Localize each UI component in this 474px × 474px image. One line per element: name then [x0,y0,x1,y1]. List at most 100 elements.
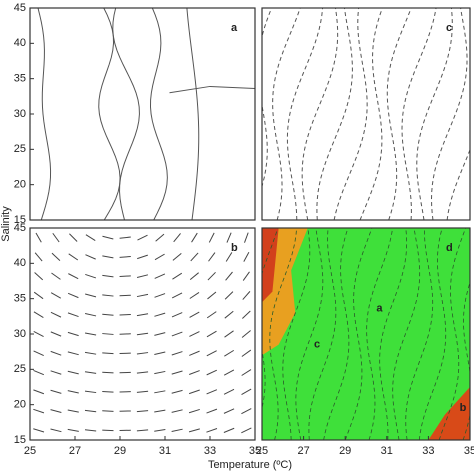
y-tick-label: 45 [14,222,26,234]
contour-dash [33,311,44,319]
contour-line [286,8,324,220]
x-tick-label: 29 [339,445,351,457]
contour-dash [85,234,96,242]
contour-dash [171,428,183,433]
panel-label: d [446,242,453,254]
contour-dash [84,429,97,432]
contour-line [301,8,339,220]
panel-label: c [446,22,452,34]
contour-dash [50,409,62,414]
contour-dash [155,233,165,242]
panel: b 15 20 25 30 35 40 45 25 27 29 31 33 35 Temperature (… [14,222,292,471]
contour-dash [224,349,235,357]
contour-dash [136,332,149,336]
contour-dash [154,409,166,413]
contour-dash [171,409,183,413]
contour-dash [102,235,114,240]
frame [261,227,471,441]
x-tick-label: 27 [69,445,81,457]
contour-dash [224,330,234,338]
contour-dash [223,408,235,414]
x-tick-label: 25 [256,445,268,457]
contour-dash [154,351,166,355]
contour-dash [50,331,62,337]
contour-dash [69,233,78,242]
contour-dash [50,292,62,299]
contour-dash [189,291,200,299]
contour-dash [51,272,61,280]
field-hot [428,387,470,440]
plot-area [262,8,470,220]
x-tick-label: 35 [464,445,474,457]
contour-dash [84,371,97,374]
contour-line [295,228,324,440]
contour-dash [136,274,149,279]
contour-dash [102,429,114,432]
contour-dash [242,291,251,300]
contour-dash [189,370,200,375]
contour-line [186,8,200,220]
contour-dash [172,253,182,261]
contour-dash [119,236,131,239]
contour-line [262,8,273,188]
contour-line [269,228,298,440]
contour-dash [34,252,43,262]
y-tick-label: 20 [14,179,26,191]
contour-dash [206,408,218,414]
contour-dash [171,389,183,394]
contour-line [272,8,301,220]
y-tick-label: 25 [14,363,26,375]
y-tick-label: 45 [14,2,26,14]
contour-dash [52,232,60,243]
contour-dash [241,427,252,434]
contour-dash [67,428,79,432]
contour-dash [33,350,44,357]
contour-dash [102,274,114,278]
contour-dash [85,293,97,298]
panel-label: a [231,22,238,34]
contour-dash [67,390,79,394]
x-tick-label: 31 [381,445,393,457]
contour-dash [136,410,149,413]
contour-dash [154,253,165,261]
contour-dash [208,232,215,243]
contour-dash [102,410,114,412]
contour-dash [102,352,114,355]
contour-line [112,8,140,220]
contour-dash [154,332,166,336]
contour-dash [171,370,183,375]
contour-dash [223,388,235,395]
contour-dash [191,232,198,243]
contour-dash [84,313,97,317]
contour-dash [189,272,199,281]
x-tick-label: 35 [249,445,261,457]
contour-dash [172,272,183,280]
contour-dash [84,390,97,394]
contour-line [359,8,383,220]
contour-dash [84,351,97,355]
x-tick-label: 33 [204,445,216,457]
contour-line [392,228,421,440]
contour-dash [154,293,166,298]
contour-dash [50,389,62,394]
contour-dash [137,254,148,260]
contour-dash [35,232,42,243]
contour-dash [225,252,233,262]
contour-dash [243,251,250,262]
contour-dash [242,271,250,281]
contour-dash [207,291,217,300]
y-tick-label: 15 [14,434,26,446]
contour-dash [154,312,166,317]
contour-dash [34,272,44,281]
contour-line [401,8,437,220]
y-tick-label: 25 [14,143,26,155]
contour-dash [102,294,114,297]
contour-dash [241,330,251,338]
contour-dash [171,331,183,337]
contour-dash [189,311,200,318]
contour-dash [242,310,251,319]
contour-dash [206,350,217,357]
contour-dash [136,390,149,393]
contour-dash [223,427,235,433]
